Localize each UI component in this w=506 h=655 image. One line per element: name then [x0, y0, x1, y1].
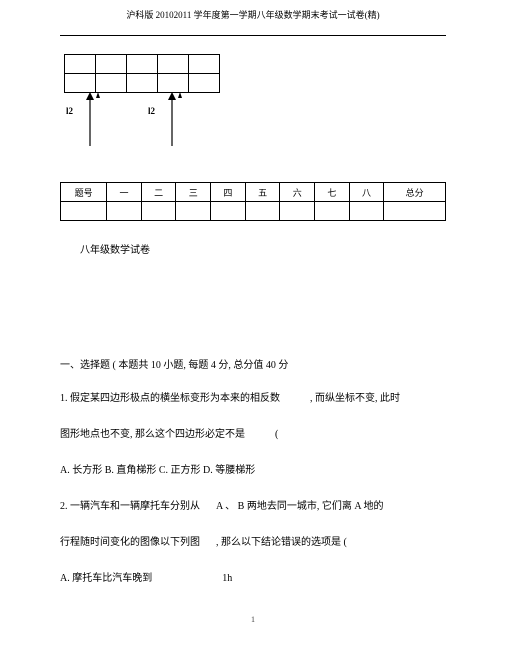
q1-text-b: , 而纵坐标不变, 此时: [310, 393, 400, 404]
diagram-arrows: l2 l2: [60, 54, 260, 154]
score-value-row: [61, 202, 446, 221]
score-header: 一: [107, 183, 142, 202]
q2-text-a: 2. 一辆汽车和一辆摩托车分别从: [60, 501, 200, 512]
page-number: 1: [60, 615, 446, 624]
q2-text-c: 行程随时间变化的图像以下列图: [60, 537, 200, 548]
q1-line1: 1. 假定某四边形极点的横坐标变形为本来的相反数 , 而纵坐标不变, 此时: [60, 391, 446, 407]
score-header: 六: [280, 183, 315, 202]
q1-text-d: (: [275, 429, 278, 440]
score-header: 三: [176, 183, 211, 202]
q1-text-a: 1. 假定某四边形极点的横坐标变形为本来的相反数: [60, 393, 280, 404]
score-header: 二: [141, 183, 176, 202]
q2-opt-a-text: A. 摩托车比汽车晚到: [60, 573, 152, 584]
divider: [60, 35, 446, 36]
score-header: 四: [211, 183, 246, 202]
score-header: 总分: [384, 183, 446, 202]
q2-text-d: , 那么以下结论错误的选项是 (: [216, 537, 347, 548]
q2-opt-a-val: 1h: [222, 573, 232, 584]
score-header: 五: [245, 183, 280, 202]
score-table: 题号 一 二 三 四 五 六 七 八 总分: [60, 182, 446, 221]
section-1-heading: 一、选择题 ( 本题共 10 小题, 每题 4 分, 总分值 40 分: [60, 356, 446, 371]
arrow-label-2: l2: [148, 106, 156, 116]
score-header: 八: [349, 183, 384, 202]
q2-text-b: A 、 B 两地去同一城市, 它们离 A 地的: [216, 501, 384, 512]
score-header: 题号: [61, 183, 107, 202]
q1-options: A. 长方形 B. 直角梯形 C. 正方形 D. 等腰梯形: [60, 463, 446, 479]
q1-text-c: 图形地点也不变, 那么这个四边形必定不是: [60, 429, 245, 440]
subtitle: 八年级数学试卷: [80, 241, 446, 256]
score-header: 七: [315, 183, 350, 202]
score-header-row: 题号 一 二 三 四 五 六 七 八 总分: [61, 183, 446, 202]
q2-option-a: A. 摩托车比汽车晚到 1h: [60, 571, 446, 587]
q2-line2: 行程随时间变化的图像以下列图 , 那么以下结论错误的选项是 (: [60, 535, 446, 551]
q1-line2: 图形地点也不变, 那么这个四边形必定不是 (: [60, 427, 446, 443]
q2-line1: 2. 一辆汽车和一辆摩托车分别从 A 、 B 两地去同一城市, 它们离 A 地的: [60, 499, 446, 515]
page-header: 沪科版 20102011 学年度第一学期八年级数学期末考试一试卷(精): [60, 8, 446, 21]
diagram: l2 l2: [60, 54, 446, 164]
arrow-label-1: l2: [66, 106, 74, 116]
